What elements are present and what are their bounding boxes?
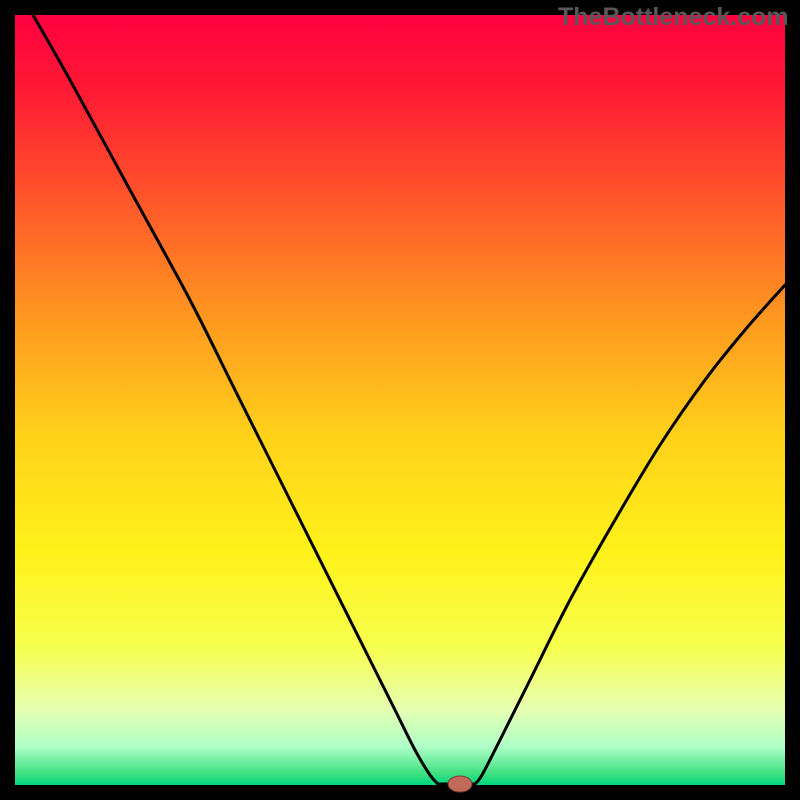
plot-background xyxy=(15,15,785,785)
watermark-label: TheBottleneck.com xyxy=(558,3,789,32)
bottleneck-chart xyxy=(0,0,800,800)
optimal-point-marker xyxy=(448,776,472,792)
chart-container: TheBottleneck.com xyxy=(0,0,800,800)
